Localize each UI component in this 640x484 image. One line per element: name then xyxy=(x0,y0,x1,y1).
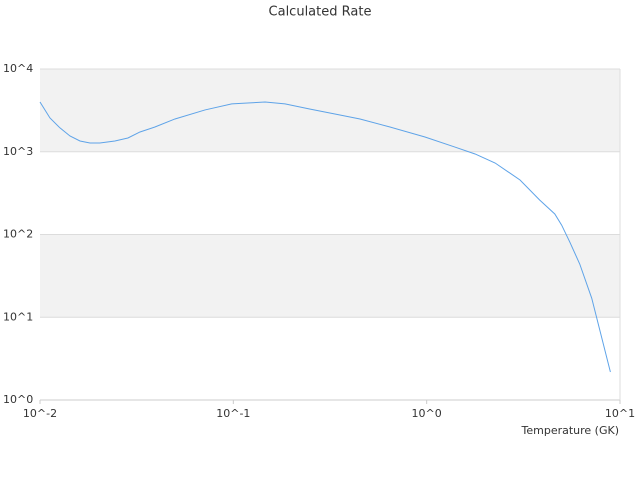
data-line xyxy=(39,101,611,373)
y-tick-label: 10^4 xyxy=(3,62,33,75)
chart-title: Calculated Rate xyxy=(269,5,372,20)
band xyxy=(40,69,620,152)
x-axis-label: Temperature (GK) xyxy=(521,424,620,437)
y-tick-label: 10^2 xyxy=(3,228,33,241)
band xyxy=(40,234,620,318)
x-tick-label: 10^-2 xyxy=(23,407,57,420)
x-tick-label: 10^1 xyxy=(605,407,635,420)
y-tick-label: 10^1 xyxy=(3,310,33,323)
x-tick-label: 10^-1 xyxy=(216,407,250,420)
y-tick-label: 10^3 xyxy=(3,145,33,158)
x-tick-label: 10^0 xyxy=(412,407,442,420)
y-tick-label: 10^0 xyxy=(3,393,33,406)
